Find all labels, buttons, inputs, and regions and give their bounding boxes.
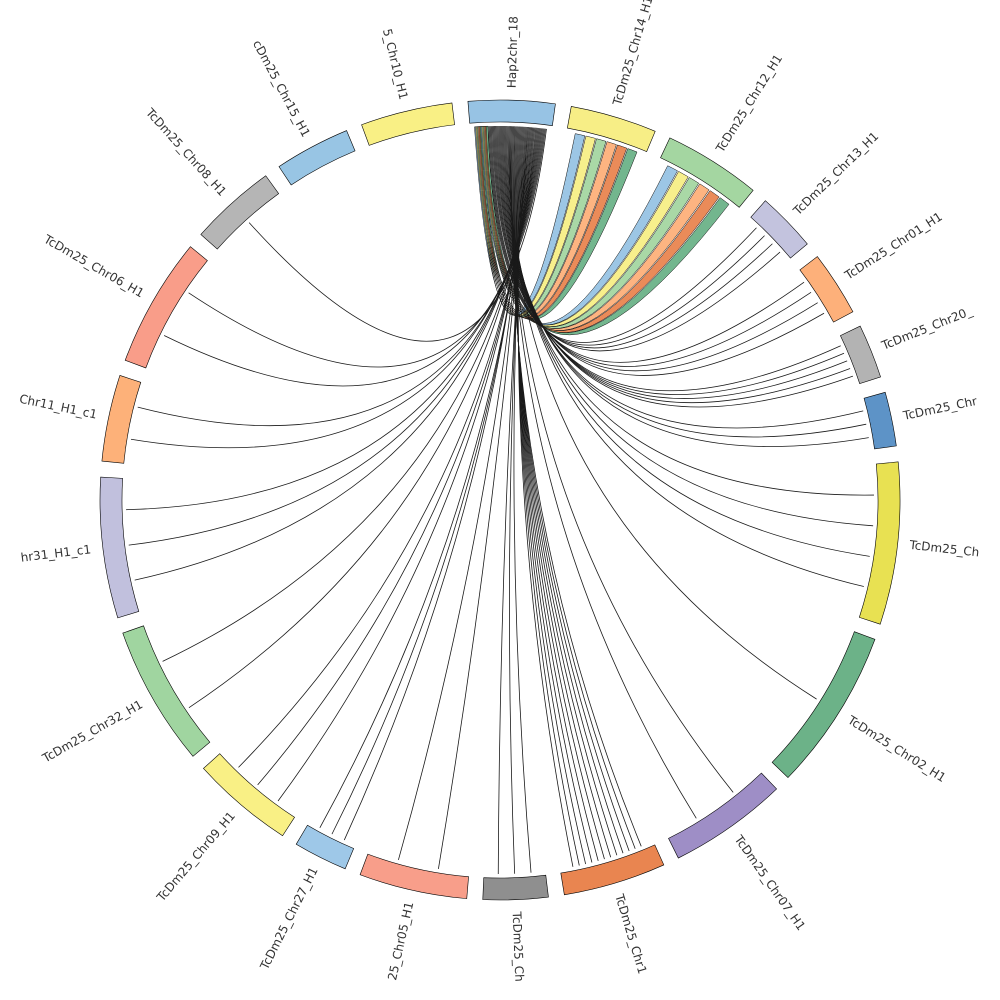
link-TcDm25_Chr31_H1_c1 — [134, 127, 540, 581]
link-TcDm25_Chr1x_H1 — [514, 126, 612, 858]
link-TcDm25_Chr01_H1 — [495, 126, 825, 376]
link-TcDm25_Chr08_H1 — [248, 128, 547, 342]
segment-TcDm25_Chr31_H1_c1 — [99, 476, 140, 619]
link-TcDm25_Chr06_H1 — [188, 128, 546, 368]
link-TcDm25_Chr20_H1 — [498, 125, 848, 399]
segment-TcDm25_Chr1x_H1 — [560, 844, 665, 896]
link-TcDm25_Chr01_H1 — [494, 126, 818, 372]
segment-label: TcDm25_Chr01_H1 — [841, 209, 944, 282]
segment-TcDm25_Chr_b — [858, 461, 901, 625]
link-TcDm25_Chr1x_H1 — [512, 126, 636, 849]
segment-TcDm25_Chr09_H1 — [203, 753, 295, 837]
link-TcDm25_Chr31_H1_c1 — [128, 128, 541, 546]
links-layer — [126, 125, 874, 875]
segment-TcDm25_Chr27_H1 — [295, 824, 355, 870]
link-TcDm25_Chr13_H1 — [489, 126, 773, 349]
segment-TcDm25_Chr11_H1_c1 — [101, 375, 142, 464]
link-TcDm25_Chr1x_H1 — [515, 126, 605, 860]
segment-TcDm25_Chr_a — [863, 391, 897, 450]
segment-label: TcDm25_Chr32_H1 — [39, 697, 145, 766]
segment-label: TcDm25_Ch — [510, 910, 527, 982]
segment-label: hr31_H1_c1 — [20, 542, 92, 564]
segment-TcDm25_Chr13_H1 — [750, 200, 808, 259]
segment-TcDm25_Chr01_H1 — [799, 256, 854, 323]
segment-label: TcDm25_Chr27_H1 — [257, 865, 321, 973]
segment-TcDm25_Chr07_H1 — [668, 772, 778, 859]
segment-TcDm25_Chr10_H1 — [361, 102, 455, 146]
link-TcDm25_Chr1x_H1 — [512, 126, 630, 852]
segment-label: Chr11_H1_c1 — [18, 392, 98, 422]
segment-TcDm25_Chr06_H1 — [124, 246, 208, 369]
segment-label: TcDm25_Chr12_H1 — [713, 52, 786, 156]
link-TcDm25_Chr1x_H1 — [516, 126, 593, 863]
segment-label: TcDm25_Chr14_H1 — [610, 0, 656, 108]
segment-label: TcDm25_Chr06_H1 — [41, 232, 147, 301]
link-TcDm25_Chr_b — [504, 126, 874, 496]
segment-label: TcDm25_Ch — [908, 538, 980, 560]
link-TcDm25_Chr13_H1 — [487, 126, 757, 343]
link-TcDm25_Chr11_H1_c1 — [137, 128, 544, 427]
link-TcDm25_Chr27_H1 — [343, 127, 531, 841]
link-TcDm25_Chr1x_H1 — [511, 126, 642, 847]
segment-TcDm25_Chr05_H1 — [359, 853, 469, 899]
link-TcDm25_Chr01_H1 — [492, 126, 805, 363]
link-TcDm25_Chr01_H1 — [493, 126, 812, 367]
segment-TcDm25_Chr32_H1 — [122, 625, 211, 757]
segment-TcDm25_Chr15_H1 — [278, 130, 356, 186]
link-TcDm25_Chr1x_H1 — [517, 126, 587, 865]
link-TcDm25_Chr20_H1 — [499, 125, 851, 404]
segment-TcDm25_Chr12_H1 — [660, 137, 754, 208]
segment-Hap2chr_18 — [467, 99, 556, 126]
link-TcDm25_Chr31_H1_c1 — [126, 128, 542, 511]
segment-label: Hap2chr_18 — [505, 16, 521, 88]
link-TcDm25_Chr11_H1_c1 — [130, 128, 543, 449]
link-TcDm25_Chr20_H1 — [497, 126, 845, 395]
link-TcDm25_Chr_a — [502, 126, 867, 438]
link-TcDm25_Chr1x_H1 — [516, 126, 599, 861]
segment-TcDm25_Chr_c — [482, 874, 549, 901]
link-TcDm25_Chr_a — [503, 126, 869, 447]
link-TcDm25_Chr14_H1 — [474, 126, 586, 316]
link-TcDm25_Chr1x_H1 — [517, 126, 580, 866]
segment-TcDm25_Chr14_H1 — [567, 106, 656, 153]
segment-label: 5_Chr10_H1 — [380, 27, 411, 101]
segments-layer — [99, 99, 901, 901]
segment-label: TcDm25_Chr02_H1 — [844, 712, 948, 785]
link-TcDm25_Chr06_H1 — [163, 128, 545, 387]
link-TcDm25_Chr13_H1 — [488, 126, 765, 346]
link-TcDm25_Chr13_H1 — [490, 126, 781, 352]
segment-TcDm25_Chr08_H1 — [200, 175, 280, 250]
segment-label: TcDm25_Chr08_H1 — [142, 105, 229, 199]
segment-label: 25_Chr05_H1 — [385, 900, 416, 981]
segment-TcDm25_Chr20_H1 — [839, 325, 881, 385]
segment-label: TcDm25_Chr1 — [612, 891, 649, 975]
segment-label: cDm25_Chr15_H1 — [250, 38, 313, 140]
link-TcDm25_Chr20_H1 — [500, 125, 854, 408]
segment-TcDm25_Chr02_H1 — [771, 631, 876, 779]
link-TcDm25_Chr14_H1 — [479, 126, 638, 320]
link-TcDm25_Chr1x_H1 — [514, 126, 618, 856]
segment-label: TcDm25_Chr — [901, 394, 978, 423]
segment-label: TcDm25_Chr20_ — [879, 304, 975, 354]
segment-label: TcDm25_Chr09_H1 — [154, 809, 238, 905]
segment-label: TcDm25_Chr07_H1 — [731, 832, 808, 933]
segment-label: TcDm25_Chr13_H1 — [790, 129, 882, 218]
link-TcDm25_Chr_a — [501, 126, 864, 429]
link-TcDm25_Chr1x_H1 — [513, 126, 624, 854]
link-TcDm25_Chr20_H1 — [496, 126, 841, 392]
